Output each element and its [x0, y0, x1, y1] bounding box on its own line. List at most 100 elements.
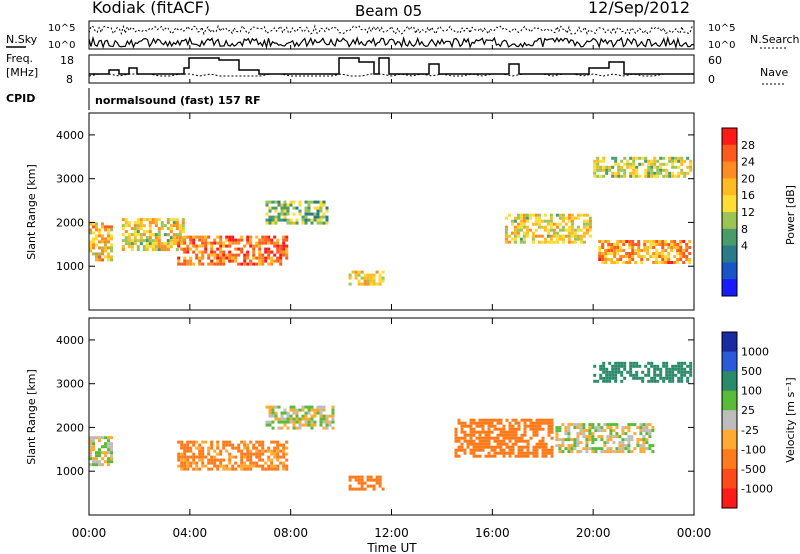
heatmap-cell	[210, 446, 214, 450]
heatmap-cell	[499, 433, 503, 437]
heatmap-cell	[264, 256, 268, 260]
heatmap-cell	[280, 411, 284, 415]
heatmap-cell	[271, 221, 275, 225]
heatmap-cell	[619, 240, 623, 243]
x-tick-label: 04:00	[173, 526, 208, 540]
heatmap-cell	[517, 424, 521, 428]
heatmap-cell	[276, 244, 280, 248]
heatmap-cell	[319, 408, 323, 412]
heatmap-cell	[237, 238, 241, 242]
heatmap-cell	[673, 255, 677, 258]
heatmap-cell	[508, 424, 512, 428]
heatmap-cell	[614, 156, 618, 160]
heatmap-cell	[677, 364, 681, 368]
heatmap-cell	[627, 423, 631, 427]
heatmap-cell	[579, 228, 583, 232]
heatmap-cell	[651, 450, 655, 454]
heatmap-cell	[680, 171, 684, 175]
heatmap-cell	[285, 250, 289, 254]
heatmap-cell	[310, 417, 314, 421]
heatmap-cell	[593, 165, 597, 169]
heatmap-cell	[561, 423, 565, 427]
heatmap-cell	[219, 241, 223, 245]
heatmap-cell	[573, 447, 577, 451]
heatmap-cell	[189, 256, 193, 260]
heatmap-cell	[104, 451, 107, 455]
heatmap-cell	[95, 222, 98, 226]
heatmap-cell	[513, 216, 517, 220]
heatmap-cell	[325, 218, 329, 222]
heatmap-cell	[363, 282, 367, 286]
heatmap-cell	[249, 452, 253, 456]
heatmap-cell	[507, 240, 511, 244]
heatmap-cell	[579, 450, 583, 454]
heatmap-cell	[101, 457, 104, 461]
heatmap-cell	[216, 235, 220, 239]
heatmap-cell	[366, 279, 370, 283]
heatmap-cell	[643, 240, 647, 243]
heatmap-cell	[319, 423, 323, 427]
heatmap-cell	[597, 429, 601, 433]
heatmap-cell	[624, 444, 628, 448]
heatmap-cell	[610, 252, 614, 255]
heatmap-cell	[313, 411, 317, 415]
heatmap-cell	[271, 408, 275, 412]
heatmap-cell	[243, 446, 247, 450]
heatmap-cell	[95, 228, 98, 232]
heatmap-cell	[267, 250, 271, 254]
heatmap-cell	[204, 464, 208, 468]
heatmap-cell	[258, 247, 262, 251]
heatmap-cell	[514, 433, 518, 437]
heatmap-cell	[472, 418, 476, 422]
heatmap-cell	[535, 433, 539, 437]
heatmap-cell	[668, 174, 672, 178]
heatmap-cell	[630, 438, 634, 442]
heatmap-cell	[277, 215, 281, 219]
heatmap-cell	[609, 450, 613, 454]
heatmap-cell	[609, 426, 613, 430]
heatmap-cell	[268, 423, 272, 427]
heatmap-cell	[110, 454, 113, 458]
heatmap-cell	[130, 233, 134, 237]
heatmap-cell	[582, 435, 586, 439]
heatmap-cell	[222, 467, 226, 471]
heatmap-cell	[659, 376, 663, 380]
heatmap-cell	[157, 233, 161, 237]
heatmap-cell	[258, 458, 262, 462]
heatmap-cell	[510, 222, 514, 226]
heatmap-cell	[629, 162, 633, 166]
heatmap-cell	[602, 156, 606, 160]
heatmap-cell	[523, 454, 527, 458]
heatmap-cell	[351, 487, 355, 491]
heatmap-cell	[270, 458, 274, 462]
heatmap-cell	[664, 258, 668, 261]
heatmap-cell	[685, 243, 689, 246]
heatmap-cell	[148, 233, 152, 237]
heatmap-cell	[617, 174, 621, 178]
colorbar-tick-label: 24	[741, 156, 755, 169]
heatmap-cell	[561, 438, 565, 442]
heatmap-cell	[472, 451, 476, 455]
heatmap-cell	[621, 447, 625, 451]
heatmap-cell	[618, 450, 622, 454]
heatmap-cell	[378, 484, 382, 488]
heatmap-cell	[231, 253, 235, 257]
heatmap-cell	[249, 455, 253, 459]
heatmap-cell	[661, 255, 665, 258]
heatmap-cell	[276, 464, 280, 468]
heatmap-cell	[264, 250, 268, 254]
heatmap-cell	[285, 464, 289, 468]
heatmap-cell	[304, 405, 308, 409]
heatmap-cell	[570, 234, 574, 238]
heatmap-cell	[348, 276, 352, 280]
heatmap-cell	[292, 420, 296, 424]
heatmap-cell	[570, 231, 574, 235]
heatmap-cell	[142, 218, 146, 222]
heatmap-cell	[98, 240, 101, 244]
heatmap-cell	[319, 221, 323, 225]
heatmap-cell	[169, 236, 173, 240]
heatmap-cell	[635, 370, 639, 374]
heatmap-cell	[207, 461, 211, 465]
heatmap-cell	[499, 448, 503, 452]
heatmap-cell	[213, 455, 217, 459]
